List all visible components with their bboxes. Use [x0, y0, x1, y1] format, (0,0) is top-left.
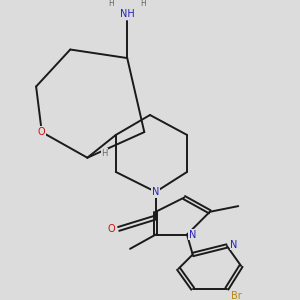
Text: H: H [101, 149, 108, 158]
Text: Br: Br [232, 291, 242, 300]
Text: H: H [109, 0, 114, 8]
Text: N: N [230, 240, 238, 250]
Text: O: O [38, 127, 46, 137]
Text: N: N [152, 187, 159, 197]
Text: NH: NH [120, 9, 135, 19]
Text: H: H [140, 0, 146, 8]
Text: N: N [189, 230, 196, 240]
Text: O: O [108, 224, 116, 234]
